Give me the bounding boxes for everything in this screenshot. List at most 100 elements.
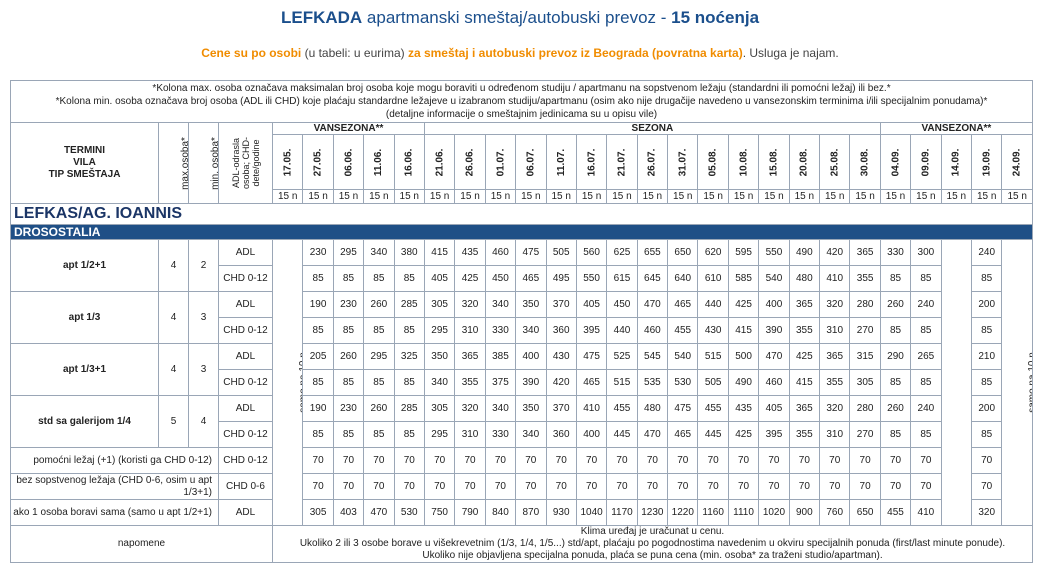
unit-name: std sa galerijom 1/4 <box>10 395 159 448</box>
price-cell: 405 <box>423 265 456 292</box>
price-cell: 465 <box>667 291 699 318</box>
price-cell: 350 <box>515 395 547 422</box>
price-cell: 70 <box>484 447 517 474</box>
nights-cell: 15 n <box>332 189 365 204</box>
subtitle-part-d: . Usluga je najam. <box>742 46 839 60</box>
pax-type: CHD 0-12 <box>218 369 273 396</box>
nights-cell: 15 n <box>636 189 669 204</box>
nights-cell: 15 n <box>515 189 547 204</box>
price-cell: 650 <box>849 499 881 526</box>
extra-row: bez sopstvenog ležaja (CHD 0-6, osim u a… <box>10 473 1033 500</box>
price-cell: 415 <box>423 239 456 266</box>
price-cell: 410 <box>819 265 851 292</box>
price-cell: 450 <box>484 265 517 292</box>
date-header: 21.06. <box>423 134 456 190</box>
price-cell: 70 <box>454 447 486 474</box>
price-cell: 1220 <box>667 499 699 526</box>
price-cell: 85 <box>879 369 912 396</box>
unit-max: 4 <box>158 343 189 396</box>
price-cell: 260 <box>879 291 912 318</box>
price-cell: 305 <box>302 499 334 526</box>
price-cell: 595 <box>727 239 760 266</box>
price-cell: 85 <box>332 421 365 448</box>
price-cell: 85 <box>879 265 912 292</box>
price-cell: 70 <box>363 447 395 474</box>
price-cell: 370 <box>545 395 577 422</box>
nights-cell: 15 n <box>970 189 1003 204</box>
price-cell: 85 <box>332 369 365 396</box>
price-cell: 295 <box>363 343 395 370</box>
price-cell: 430 <box>697 317 729 344</box>
nights-cell: 15 n <box>940 189 972 204</box>
date-header: 21.07. <box>606 134 638 190</box>
price-cell: 70 <box>849 473 881 500</box>
price-cell: 295 <box>423 317 456 344</box>
price-cell: 70 <box>758 473 790 500</box>
price-cell: 505 <box>545 239 577 266</box>
date-header: 10.08. <box>727 134 760 190</box>
price-cell: 355 <box>454 369 486 396</box>
price-cell: 425 <box>454 265 486 292</box>
unit-max: 4 <box>158 239 189 292</box>
price-cell: 515 <box>697 343 729 370</box>
price-cell: 410 <box>575 395 608 422</box>
price-cell: 330 <box>879 239 912 266</box>
price-cell: 70 <box>788 473 821 500</box>
price-cell: 350 <box>515 291 547 318</box>
header-min-osoba: min. osoba* <box>188 122 219 204</box>
header-tip-label: TIP SMEŠTAJA <box>48 169 121 180</box>
price-cell: 355 <box>819 369 851 396</box>
price-cell: 70 <box>636 447 669 474</box>
note-line1: *Kolona max. osoba označava maksimalan b… <box>152 83 891 94</box>
pax-type: ADL <box>218 499 273 526</box>
price-cell: 455 <box>697 395 729 422</box>
price-cell: 340 <box>363 239 395 266</box>
title-description: apartmanski smeštaj/autobuski prevoz - <box>362 8 672 27</box>
extra-label: ako 1 osoba boravi sama (samo u apt 1/2+… <box>10 499 219 526</box>
price-cell: 420 <box>545 369 577 396</box>
price-cell: 425 <box>788 343 821 370</box>
napomene-line3: Ukoliko nije objavljena specijalna ponud… <box>422 550 883 561</box>
price-cell: 465 <box>575 369 608 396</box>
price-cell: 480 <box>636 395 669 422</box>
price-row: CHD 0-12 85 85 85 85 295 310 330 340 360 395 440 460… <box>11 317 1033 344</box>
pax-type: CHD 0-12 <box>218 421 273 448</box>
price-cell: 400 <box>515 343 547 370</box>
price-cell: 295 <box>423 421 456 448</box>
price-cell: 70 <box>363 473 395 500</box>
price-cell: 415 <box>727 317 760 344</box>
napomene-row: napomene Klima uređaj je uračunat u cenu.… <box>10 525 1034 563</box>
price-cell: 85 <box>332 265 365 292</box>
price-cell: 85 <box>302 369 334 396</box>
price-cell: 265 <box>910 343 942 370</box>
price-cell: 1170 <box>606 499 638 526</box>
price-cell: 85 <box>970 421 1003 448</box>
date-header: 04.09. <box>879 134 912 190</box>
subtitle-part-b: (u tabeli: u eurima) <box>301 46 408 60</box>
price-cell: 435 <box>727 395 760 422</box>
price-cell: 85 <box>910 317 942 344</box>
price-cell: 295 <box>332 239 365 266</box>
date-header: 05.08. <box>697 134 729 190</box>
price-cell: 625 <box>606 239 638 266</box>
price-cell: 240 <box>970 239 1003 266</box>
price-cell: 460 <box>636 317 669 344</box>
notes-row: *Kolona max. osoba označava maksimalan b… <box>9 80 1034 123</box>
nights-cell: 15 n <box>393 189 425 204</box>
price-cell: 930 <box>545 499 577 526</box>
price-cell: 280 <box>849 291 881 318</box>
price-cell: 470 <box>636 291 669 318</box>
date-header: 24.09. <box>1001 134 1034 190</box>
price-cell: 360 <box>545 317 577 344</box>
date-header: 16.07. <box>575 134 608 190</box>
date-header: 11.06. <box>363 134 395 190</box>
price-cell: 340 <box>484 395 517 422</box>
price-cell: 540 <box>667 343 699 370</box>
unit-name: apt 1/3+1 <box>10 343 159 396</box>
price-cell: 490 <box>788 239 821 266</box>
price-cell: 70 <box>393 447 425 474</box>
price-cell: 205 <box>302 343 334 370</box>
price-cell: 85 <box>910 421 942 448</box>
price-cell: 760 <box>819 499 851 526</box>
price-cell: 85 <box>879 317 912 344</box>
